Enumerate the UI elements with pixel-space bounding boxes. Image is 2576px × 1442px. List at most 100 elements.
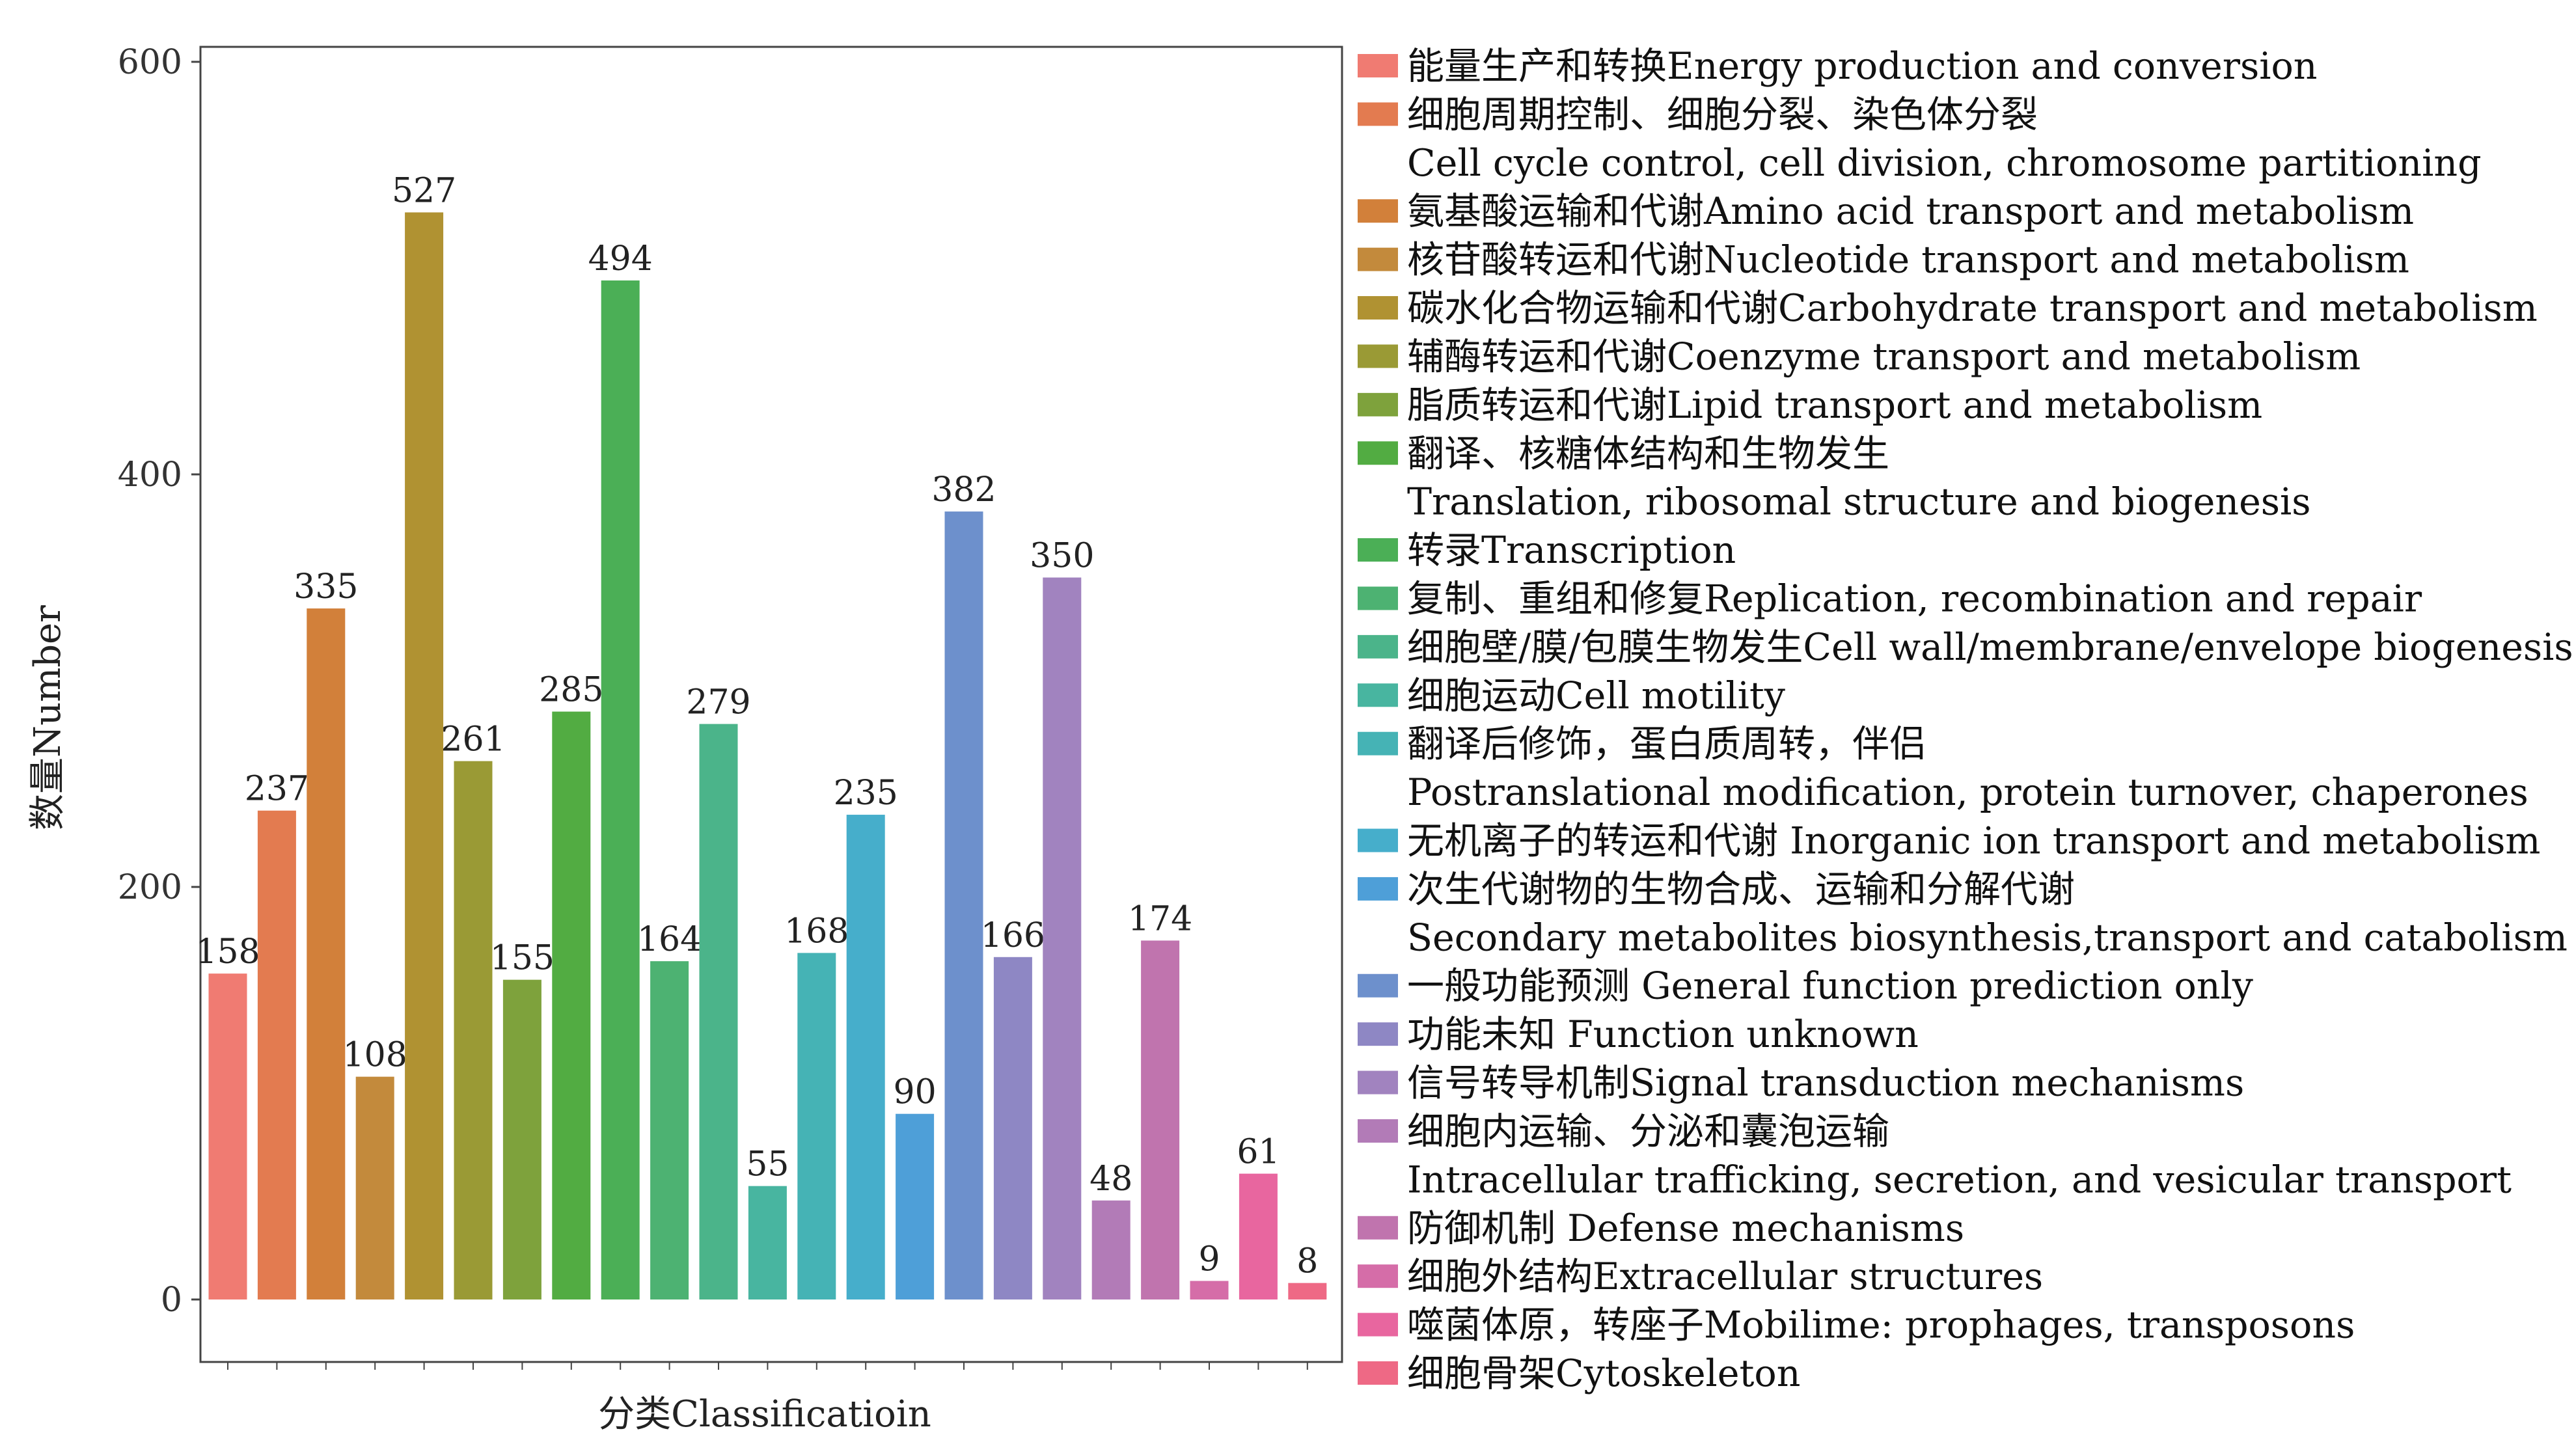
legend-key	[1358, 296, 1398, 320]
legend-label: 防御机制 Defense mechanisms	[1407, 1207, 1964, 1250]
bar	[944, 511, 983, 1299]
y-axis-title: 数量Number	[27, 605, 69, 830]
bar	[601, 280, 640, 1299]
legend-key	[1358, 441, 1398, 465]
bar	[454, 761, 493, 1299]
legend-key	[1358, 1022, 1398, 1046]
legend-key	[1358, 1070, 1398, 1095]
bar-value-label: 527	[392, 171, 456, 210]
legend-label: 细胞内运输、分泌和囊泡运输	[1407, 1110, 1889, 1153]
legend-label: 翻译后修饰，蛋白质周转，伴侣	[1407, 723, 1926, 766]
legend-label: 复制、重组和修复Replication, recombination and r…	[1407, 577, 2422, 620]
legend-key	[1358, 634, 1398, 659]
bar-value-label: 279	[686, 683, 750, 722]
plot-border	[199, 46, 1343, 1363]
legend-label: 转录Transcription	[1407, 529, 1736, 572]
legend-label: 核苷酸转运和代谢Nucleotide transport and metabol…	[1407, 239, 2409, 282]
legend-key	[1358, 344, 1398, 368]
bar	[1043, 577, 1082, 1299]
bar-value-label: 108	[343, 1036, 407, 1075]
bar	[993, 957, 1032, 1299]
bar	[502, 979, 541, 1299]
bar	[846, 815, 885, 1299]
bar-value-label: 90	[894, 1073, 937, 1112]
legend-label: 一般功能预测 General function prediction only	[1407, 965, 2254, 1008]
bar	[208, 973, 247, 1299]
bar-value-label: 335	[294, 567, 358, 606]
bar	[355, 1076, 394, 1299]
bar	[896, 1113, 935, 1299]
y-tick-label: 600	[118, 43, 182, 82]
legend-key	[1358, 247, 1398, 271]
legend-key	[1358, 683, 1398, 707]
legend-label: 辅酶转运和代谢Coenzyme transport and metabolism	[1407, 335, 2361, 378]
legend: 能量生产和转换Energy production and conversion 细…	[1358, 45, 2573, 1395]
legend-label: 碳水化合物运输和代谢Carbohydrate transport and met…	[1407, 287, 2538, 330]
legend-key	[1358, 54, 1398, 77]
plot-area: 0 200 400 600 158 237 335 108 527 261 155 285 494 164…	[118, 43, 1343, 1370]
legend-key	[1358, 973, 1398, 998]
bar-value-label: 261	[441, 720, 505, 759]
bar	[552, 711, 591, 1299]
legend-label: Intracellular trafficking, secretion, an…	[1407, 1158, 2512, 1201]
legend-key	[1358, 1361, 1398, 1385]
legend-label: 功能未知 Function unknown	[1407, 1013, 1919, 1056]
legend-label: 细胞壁/膜/包膜生物发生Cell wall/membrane/envelope …	[1407, 626, 2573, 669]
bar	[650, 961, 689, 1299]
legend-label: Postranslational modification, protein t…	[1407, 771, 2528, 814]
legend-label: 翻译、核糖体结构和生物发生	[1407, 432, 1889, 475]
bar-value-label: 158	[195, 932, 260, 972]
bar	[1141, 940, 1180, 1299]
legend-label: 信号转导机制Signal transduction mechanisms	[1407, 1062, 2244, 1105]
bar-value-label: 350	[1030, 537, 1094, 576]
legend-label: 细胞运动Cell motility	[1407, 674, 1786, 717]
legend-key	[1358, 731, 1398, 755]
y-tick-label: 200	[118, 868, 182, 907]
bar-value-label: 55	[746, 1145, 789, 1184]
bar	[307, 608, 346, 1299]
bar-value-label: 168	[784, 912, 849, 951]
bar-value-label: 9	[1198, 1240, 1220, 1279]
legend-label: 细胞周期控制、细胞分裂、染色体分裂	[1407, 93, 2038, 136]
bar	[257, 810, 296, 1299]
legend-label: 次生代谢物的生物合成、运输和分解代谢	[1407, 868, 2075, 911]
legend-label: 无机离子的转运和代谢 Inorganic ion transport and m…	[1407, 820, 2540, 863]
legend-key	[1358, 102, 1398, 126]
x-axis-title: 分类Classificatioin	[598, 1393, 931, 1435]
bar-value-label: 164	[637, 920, 702, 959]
legend-key	[1358, 392, 1398, 416]
legend-label: Secondary metabolites biosynthesis,trans…	[1407, 916, 2568, 959]
legend-key	[1358, 199, 1398, 223]
legend-label: 脂质转运和代谢Lipid transport and metabolism	[1407, 384, 2262, 427]
bar-value-label: 48	[1089, 1160, 1132, 1199]
legend-key	[1358, 828, 1398, 852]
y-tick-label: 400	[118, 456, 182, 495]
legend-key	[1358, 1119, 1398, 1143]
legend-key	[1358, 1264, 1398, 1288]
y-tick-label: 0	[161, 1281, 182, 1320]
legend-label: Cell cycle control, cell division, chrom…	[1407, 142, 2482, 185]
bar-value-label: 155	[490, 939, 555, 978]
bar	[1091, 1200, 1130, 1299]
bar-value-label: 174	[1128, 899, 1192, 938]
bar	[748, 1186, 787, 1299]
legend-key	[1358, 1313, 1398, 1337]
legend-label: Translation, ribosomal structure and bio…	[1407, 481, 2311, 524]
bar-value-label: 166	[981, 916, 1045, 955]
bar	[1288, 1283, 1327, 1299]
bar	[797, 953, 836, 1299]
legend-key	[1358, 1216, 1398, 1240]
bar	[405, 212, 444, 1299]
legend-label: 细胞外结构Extracellular structures	[1407, 1255, 2043, 1298]
legend-key	[1358, 586, 1398, 610]
legend-label: 氨基酸运输和代谢Amino acid transport and metabol…	[1407, 190, 2414, 233]
legend-label: 细胞骨架Cytoskeleton	[1407, 1352, 1800, 1395]
bar	[699, 724, 738, 1299]
legend-label: 噬菌体原，转座子Mobilime: prophages, transposons	[1407, 1304, 2355, 1347]
legend-key	[1358, 877, 1398, 901]
bar	[1190, 1281, 1229, 1299]
bar-value-label: 61	[1237, 1133, 1280, 1172]
legend-key	[1358, 538, 1398, 562]
bar-value-label: 285	[539, 671, 603, 710]
